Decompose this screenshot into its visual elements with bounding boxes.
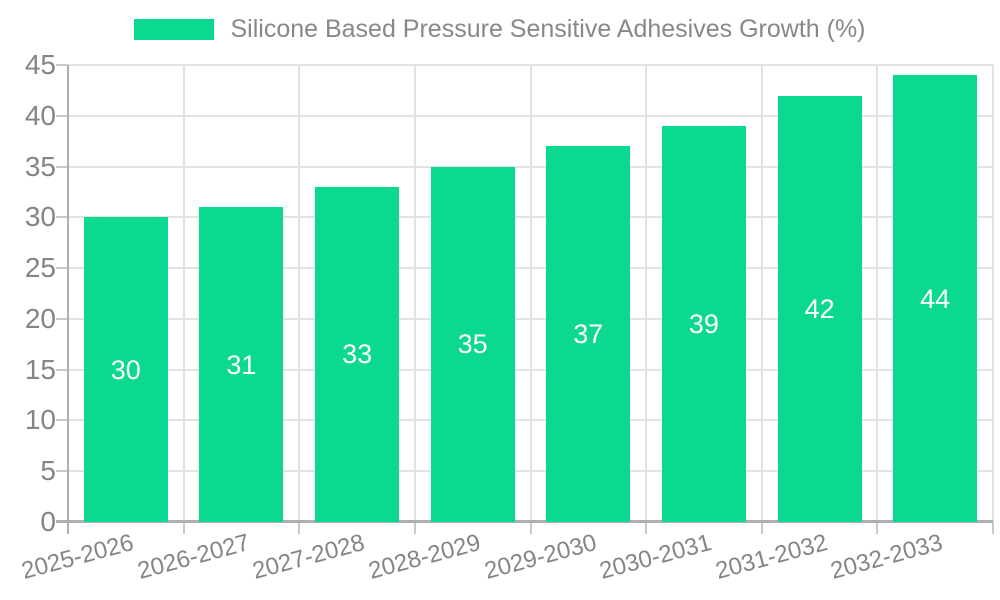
y-axis-label: 35 [24, 150, 56, 182]
y-axis-tick [56, 267, 68, 270]
bar-value-label: 39 [688, 308, 719, 339]
legend-label: Silicone Based Pressure Sensitive Adhesi… [230, 15, 866, 43]
x-axis-label: 2031-2032 [712, 529, 831, 585]
gridline-vertical [529, 65, 532, 522]
x-axis-label: 2030-2031 [596, 529, 715, 585]
gridline-vertical [760, 65, 763, 522]
bar-value-label: 30 [110, 354, 141, 385]
bar-2032-2033[interactable]: 44 [893, 75, 978, 522]
y-axis-tick [56, 114, 68, 117]
y-axis-label: 0 [40, 506, 56, 537]
y-axis-tick [56, 368, 68, 371]
bar-2027-2028[interactable]: 33 [315, 186, 400, 522]
y-axis-label: 30 [24, 201, 56, 233]
gridline-vertical [992, 65, 994, 522]
gridline-vertical [413, 65, 416, 522]
y-axis-label: 15 [24, 353, 56, 385]
y-axis-label: 25 [24, 252, 56, 284]
y-axis-tick [56, 470, 68, 473]
y-axis-label: 10 [24, 404, 56, 436]
bar-2026-2027[interactable]: 31 [199, 207, 284, 522]
x-axis-label: 2027-2028 [249, 529, 368, 585]
legend-swatch [134, 19, 215, 40]
x-axis-label: 2026-2027 [134, 529, 253, 585]
y-axis-label: 40 [24, 99, 56, 131]
x-axis-tick [645, 522, 648, 534]
x-axis-label: 2025-2026 [18, 529, 137, 585]
y-axis-tick [56, 419, 68, 422]
y-axis-tick [56, 165, 68, 168]
y-axis-line [67, 65, 69, 534]
x-axis-tick [992, 522, 994, 534]
x-axis-tick [876, 522, 879, 534]
bar-value-label: 31 [226, 349, 257, 380]
x-axis-tick [298, 522, 301, 534]
y-axis-tick [56, 216, 68, 219]
x-axis-label: 2029-2030 [481, 529, 600, 585]
x-axis-line [56, 520, 993, 523]
bar-value-label: 44 [920, 283, 951, 314]
x-axis-tick [182, 522, 185, 534]
y-axis-label: 5 [40, 455, 56, 487]
x-axis-tick [413, 522, 416, 534]
x-axis-label: 2028-2029 [365, 529, 484, 585]
y-axis-label: 20 [24, 302, 56, 334]
bar-value-label: 35 [457, 329, 488, 360]
bar-2028-2029[interactable]: 35 [430, 166, 515, 522]
bar-value-label: 33 [342, 339, 373, 370]
gridline-vertical [645, 65, 648, 522]
gridline-vertical [298, 65, 301, 522]
legend[interactable]: Silicone Based Pressure Sensitive Adhesi… [0, 15, 1000, 44]
bar-2029-2030[interactable]: 37 [546, 146, 631, 522]
bar-2031-2032[interactable]: 42 [777, 95, 862, 522]
x-axis-label: 2032-2033 [828, 529, 946, 585]
y-axis-tick [56, 64, 68, 66]
gridline-vertical [182, 65, 185, 522]
gridline-vertical [876, 65, 879, 522]
y-axis-tick [56, 317, 68, 320]
x-axis-tick [529, 522, 532, 534]
x-axis-tick [760, 522, 763, 534]
bar-2030-2031[interactable]: 39 [661, 125, 746, 522]
bar-value-label: 37 [573, 319, 604, 350]
bar-2025-2026[interactable]: 30 [83, 217, 168, 522]
y-axis-label: 45 [24, 49, 56, 80]
bar-value-label: 42 [804, 293, 835, 324]
